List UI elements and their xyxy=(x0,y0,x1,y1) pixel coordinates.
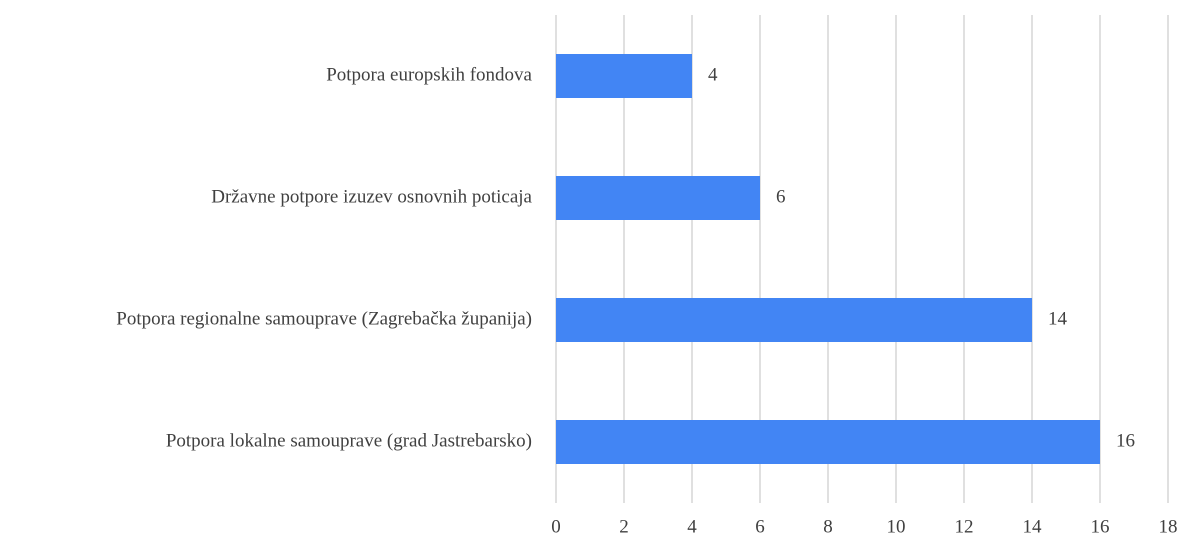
x-tick-label: 14 xyxy=(1023,516,1043,537)
value-label: 16 xyxy=(1116,430,1135,451)
value-label: 14 xyxy=(1048,308,1068,329)
x-tick-label: 0 xyxy=(551,516,561,537)
bar xyxy=(556,420,1100,464)
bar xyxy=(556,176,760,220)
y-tick-label: Potpora lokalne samouprave (grad Jastreb… xyxy=(166,430,532,451)
x-tick-label: 16 xyxy=(1091,516,1110,537)
bar xyxy=(556,298,1032,342)
x-tick-label: 4 xyxy=(687,516,697,537)
x-tick-label: 8 xyxy=(823,516,833,537)
value-label: 6 xyxy=(776,186,786,207)
bar xyxy=(556,54,692,98)
x-tick-label: 2 xyxy=(619,516,629,537)
y-tick-label: Državne potpore izuzev osnovnih poticaja xyxy=(211,186,532,207)
y-tick-label: Potpora europskih fondova xyxy=(326,64,532,85)
x-tick-label: 18 xyxy=(1159,516,1178,537)
value-label: 4 xyxy=(708,64,718,85)
x-tick-label: 10 xyxy=(887,516,906,537)
y-tick-label: Potpora regionalne samouprave (Zagrebačk… xyxy=(116,308,532,329)
x-tick-label: 12 xyxy=(955,516,974,537)
x-tick-label: 6 xyxy=(755,516,765,537)
